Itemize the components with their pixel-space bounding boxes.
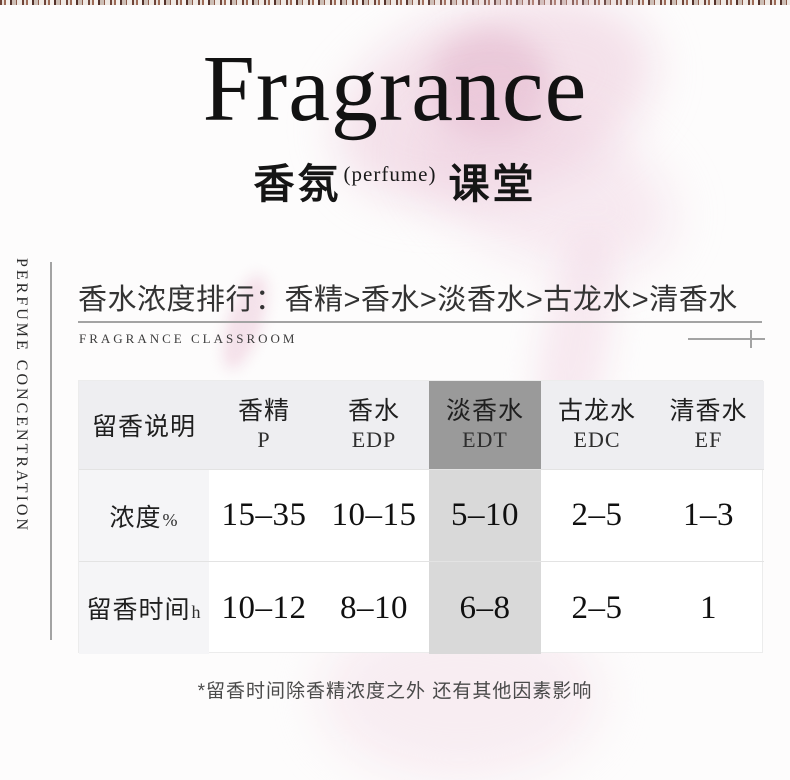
vertical-divider-line: [50, 262, 52, 640]
table-cell: 1: [653, 561, 764, 654]
table-corner-header: 留香说明: [79, 381, 209, 469]
top-edge-remnant: [0, 0, 790, 5]
page-title: Fragrance: [202, 37, 588, 141]
column-header-ef: 清香水 EF: [653, 381, 764, 469]
column-header-edt-highlighted: 淡香水 EDT: [429, 381, 541, 469]
footnote: *留香时间除香精浓度之外 还有其他因素影响: [197, 681, 593, 702]
table-cell-highlighted: 6–8: [429, 561, 541, 654]
column-header-p: 香精 P: [209, 381, 319, 469]
page-subtitle: 香氛 (perfume) 课堂: [0, 160, 790, 209]
table-cell: 8–10: [319, 561, 429, 654]
column-header-edp: 香水 EDP: [319, 381, 429, 469]
decorative-line: [688, 338, 765, 340]
row-label-lasting-time: 留香时间 h: [79, 561, 209, 654]
table-cell: 15–35: [209, 469, 319, 561]
column-header-edc: 古龙水 EDC: [541, 381, 653, 469]
subtitle-chinese-left: 香氛: [253, 161, 342, 207]
subtitle-annotation: (perfume): [343, 162, 437, 186]
section-heading: 香水浓度排行：香精>香水>淡香水>古龙水>清香水: [78, 284, 738, 316]
section-subheading: FRAGRANCE CLASSROOM: [79, 331, 298, 346]
row-label-concentration: 浓度%: [79, 469, 209, 561]
table-cell: 10–15: [319, 469, 429, 561]
subtitle-chinese-right: 课堂: [448, 161, 537, 207]
table-cell: 10–12: [209, 561, 319, 654]
concentration-table: 留香说明 香精 P 香水 EDP 淡香水 EDT 古龙水 EDC 清香水 EF …: [78, 380, 764, 654]
table-cell-highlighted: 5–10: [429, 469, 541, 561]
plus-mark-icon: [750, 330, 752, 348]
heading-underline: [78, 321, 762, 323]
vertical-side-label: PERFUME CONCENTRATION: [13, 258, 30, 534]
table-cell: 2–5: [541, 561, 653, 654]
table-cell: 2–5: [541, 469, 653, 561]
table-cell: 1–3: [653, 469, 764, 561]
